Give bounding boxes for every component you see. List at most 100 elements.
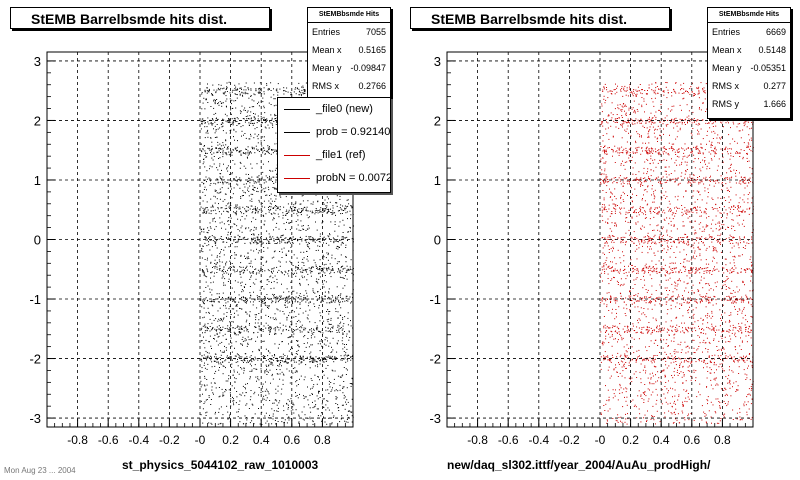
- scatter-point: [243, 367, 245, 369]
- scatter-point: [278, 237, 280, 239]
- scatter-point: [302, 258, 304, 260]
- scatter-point: [311, 267, 313, 268]
- scatter-point: [207, 257, 208, 259]
- scatter-point: [271, 362, 273, 364]
- scatter-point: [286, 242, 288, 244]
- scatter-point: [656, 129, 658, 131]
- scatter-point: [687, 370, 689, 372]
- scatter-point: [734, 300, 736, 302]
- scatter-point: [275, 132, 277, 134]
- scatter-point: [607, 147, 609, 149]
- scatter-point: [228, 273, 229, 275]
- scatter-point: [305, 82, 307, 84]
- scatter-point: [268, 211, 270, 213]
- scatter-point: [676, 285, 678, 287]
- scatter-point: [256, 163, 258, 165]
- scatter-point: [631, 328, 633, 330]
- scatter-point: [228, 361, 230, 363]
- scatter-point: [222, 394, 224, 396]
- scatter-point: [263, 188, 265, 190]
- scatter-point: [228, 183, 230, 185]
- scatter-point: [224, 91, 226, 93]
- scatter-point: [349, 230, 351, 232]
- scatter-point: [632, 90, 634, 92]
- scatter-point: [239, 87, 241, 89]
- scatter-point: [643, 167, 645, 169]
- scatter-point: [674, 118, 676, 120]
- scatter-point: [230, 182, 231, 184]
- scatter-point: [624, 129, 626, 131]
- scatter-point: [242, 336, 244, 338]
- scatter-point: [289, 297, 291, 299]
- scatter-point: [209, 90, 210, 92]
- scatter-point: [329, 330, 331, 332]
- scatter-point: [213, 163, 215, 165]
- scatter-point: [314, 306, 316, 307]
- scatter-point: [719, 119, 721, 121]
- scatter-point: [249, 422, 251, 424]
- scatter-point: [728, 321, 730, 323]
- scatter-point: [220, 406, 222, 408]
- scatter-point: [217, 141, 219, 143]
- scatter-point: [742, 247, 744, 248]
- scatter-point: [307, 386, 308, 388]
- scatter-point: [637, 300, 638, 302]
- scatter-point: [300, 203, 302, 205]
- scatter-point: [317, 415, 319, 417]
- scatter-point: [226, 148, 228, 150]
- scatter-point: [204, 211, 206, 213]
- scatter-point: [260, 258, 262, 260]
- scatter-point: [226, 238, 228, 239]
- scatter-point: [605, 335, 607, 337]
- scatter-point: [267, 305, 269, 307]
- scatter-point: [617, 205, 618, 206]
- scatter-point: [264, 296, 266, 297]
- scatter-point: [243, 359, 245, 360]
- scatter-point: [280, 236, 282, 238]
- scatter-point: [606, 133, 608, 135]
- scatter-point: [210, 122, 212, 124]
- scatter-point: [203, 271, 205, 273]
- scatter-point: [343, 344, 345, 345]
- scatter-point: [675, 361, 677, 362]
- scatter-point: [254, 326, 256, 328]
- scatter-point: [255, 326, 257, 328]
- scatter-point: [230, 236, 232, 238]
- scatter-point: [202, 317, 204, 319]
- scatter-point: [226, 154, 228, 156]
- scatter-point: [239, 356, 241, 358]
- scatter-point: [305, 346, 307, 348]
- scatter-point: [696, 148, 698, 149]
- scatter-point: [690, 299, 691, 301]
- scatter-point: [286, 242, 288, 243]
- scatter-point: [270, 275, 272, 277]
- scatter-point: [215, 190, 217, 192]
- scatter-point: [226, 86, 228, 88]
- scatter-point: [261, 148, 263, 150]
- scatter-point: [214, 272, 215, 274]
- scatter-point: [234, 236, 236, 238]
- scatter-point: [251, 198, 253, 200]
- scatter-point: [237, 118, 239, 120]
- scatter-point: [211, 118, 213, 120]
- scatter-point: [287, 358, 289, 360]
- scatter-point: [206, 352, 208, 354]
- scatter-point: [350, 356, 352, 358]
- scatter-point: [663, 91, 665, 93]
- scatter-point: [704, 90, 706, 92]
- scatter-point: [277, 347, 279, 349]
- scatter-point: [297, 397, 299, 399]
- scatter-point: [219, 89, 221, 91]
- scatter-point: [250, 376, 251, 378]
- scatter-point: [290, 360, 292, 362]
- y-tick-label: -2: [29, 352, 41, 367]
- scatter-point: [655, 263, 657, 265]
- scatter-point: [311, 380, 313, 381]
- scatter-point: [652, 330, 653, 332]
- scatter-point: [344, 354, 346, 356]
- scatter-point: [276, 308, 278, 310]
- scatter-point: [215, 196, 216, 198]
- scatter-point: [261, 411, 263, 413]
- scatter-point: [240, 211, 242, 213]
- scatter-point: [209, 149, 211, 151]
